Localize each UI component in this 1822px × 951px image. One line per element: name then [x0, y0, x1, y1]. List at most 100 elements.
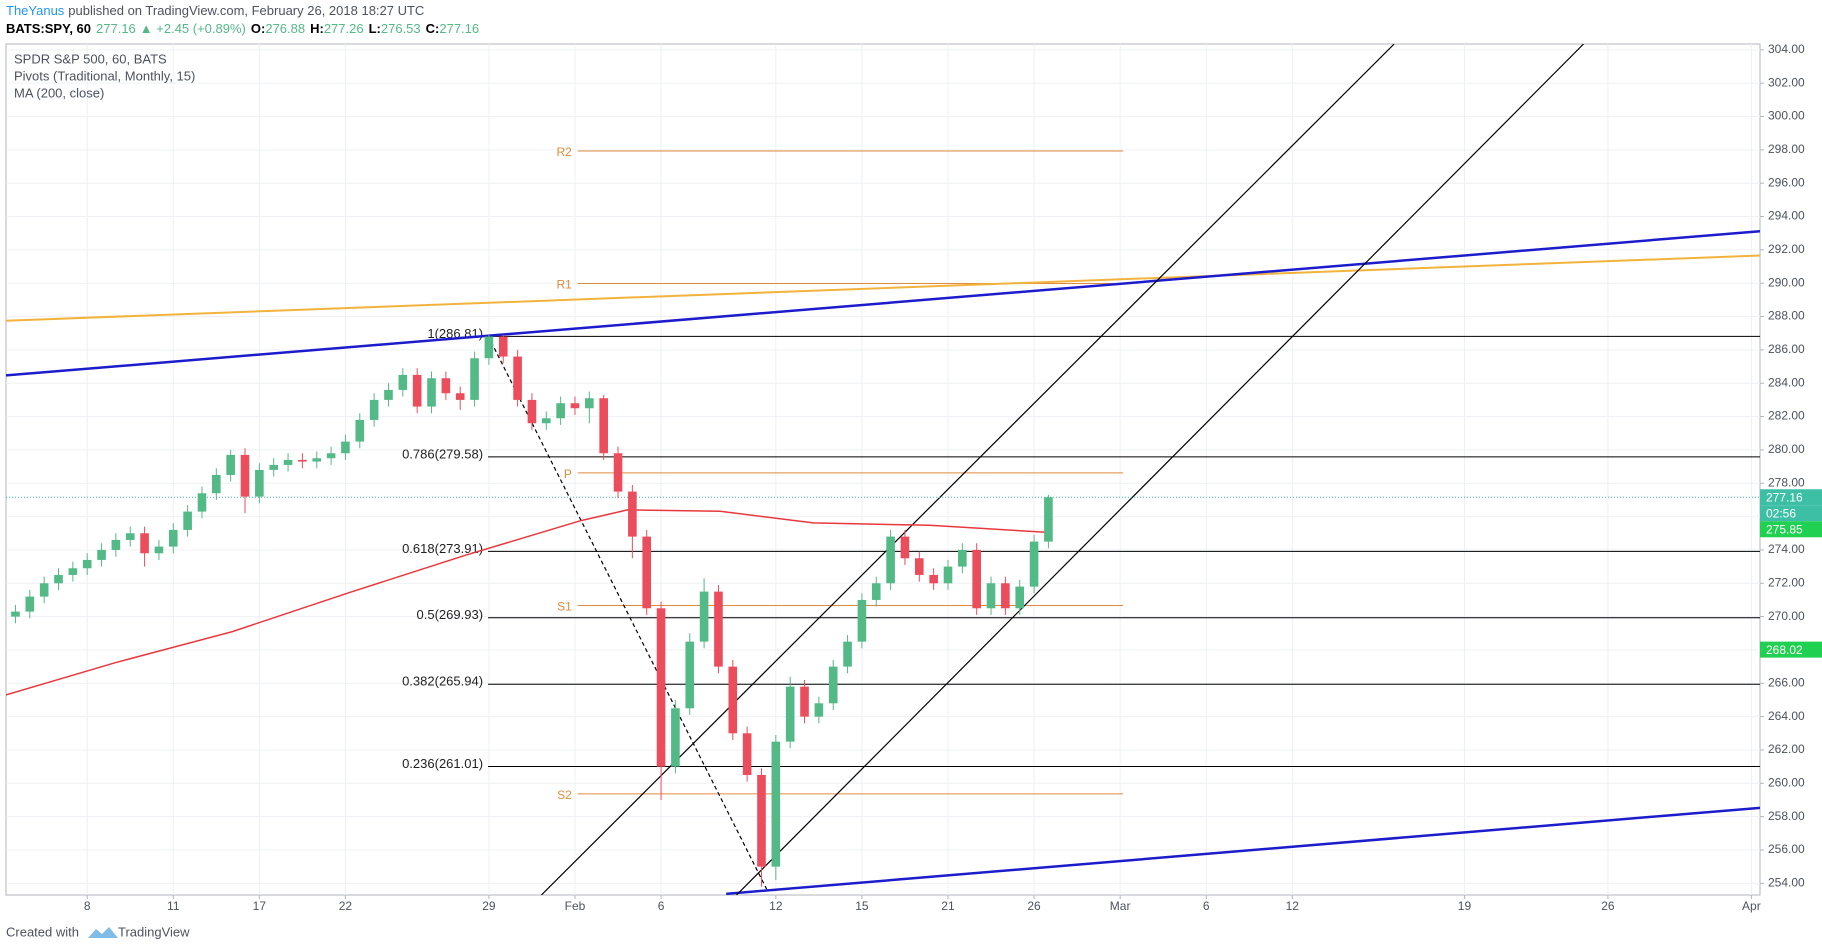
candle-body [671, 708, 680, 767]
pivot-label: P [564, 467, 572, 481]
y-tick-label: 264.00 [1768, 709, 1805, 723]
candle-body [986, 583, 996, 609]
candle-body [857, 599, 867, 642]
x-tick-label: 26 [1027, 899, 1041, 913]
candle-body [441, 378, 451, 394]
candle-body [312, 458, 322, 462]
candle-body [25, 596, 35, 612]
candle-body [828, 666, 838, 704]
candle-body [111, 539, 121, 550]
x-tick-label: 19 [1458, 899, 1472, 913]
x-tick-label: 26 [1601, 899, 1615, 913]
trend-line [6, 229, 1760, 377]
candle-body [585, 398, 594, 409]
y-tick-label: 262.00 [1768, 742, 1805, 756]
candle-body [972, 549, 981, 609]
publish-line: TheYanus published on TradingView.com, Fe… [6, 3, 424, 18]
price-text: 275.85 [1766, 522, 1803, 536]
pivot-label: S2 [557, 788, 572, 802]
y-tick-label: 266.00 [1768, 675, 1805, 689]
candle-body [656, 608, 666, 767]
fib-label: 0.5(269.93) [417, 607, 484, 622]
y-tick-label: 300.00 [1768, 109, 1805, 123]
price-badge [1760, 521, 1822, 538]
candle-body [642, 536, 652, 609]
price-text: 268.02 [1766, 643, 1803, 657]
y-tick-label: 294.00 [1768, 209, 1805, 223]
candle-body [168, 529, 178, 547]
candle-body [541, 418, 551, 424]
candle-body [599, 398, 608, 454]
candle-body [527, 399, 537, 424]
ohlc-key: O: [251, 21, 265, 36]
y-tick-label: 290.00 [1768, 275, 1805, 289]
fib-label: 0.236(261.01) [402, 756, 483, 771]
candle-body [154, 546, 164, 554]
x-tick-label: Apr [1742, 899, 1761, 913]
candle-body [728, 666, 738, 734]
x-tick-label: 15 [855, 899, 869, 913]
candle-body [326, 453, 336, 459]
candle-body [900, 536, 910, 559]
author[interactable]: TheYanus [6, 3, 65, 18]
candle-body [929, 574, 938, 584]
candle-body [556, 403, 565, 419]
y-tick-label: 288.00 [1768, 309, 1805, 323]
candle-body [1001, 583, 1010, 609]
fib-label: 0.618(273.91) [402, 541, 483, 556]
candle-body [699, 591, 709, 642]
candle-body [1015, 586, 1025, 609]
candle-body [427, 378, 436, 407]
candle-body [628, 491, 637, 537]
ohlc-value: 277.16 [439, 21, 479, 36]
candle-body [212, 474, 221, 494]
candle-body [226, 454, 235, 475]
candle-body [470, 358, 479, 400]
last-price-badge [1760, 489, 1822, 506]
candle-body [771, 741, 781, 867]
y-tick-label: 282.00 [1768, 409, 1805, 423]
candle-body [269, 464, 279, 470]
countdown-text: 02:56 [1766, 506, 1796, 520]
candle-body [140, 533, 149, 554]
candle-body [871, 583, 881, 600]
x-tick-label: 29 [482, 899, 496, 913]
pivot-label: S1 [557, 600, 572, 614]
candle-body [125, 533, 135, 540]
candle-body [498, 336, 508, 357]
candle-body [570, 403, 580, 409]
x-tick-label: 11 [167, 899, 180, 913]
candle-body [742, 733, 752, 775]
change: ▲ +2.45 (+0.89%) [140, 21, 246, 36]
candle-body [39, 583, 49, 597]
x-tick-label: Feb [565, 899, 586, 913]
y-tick-label: 284.00 [1768, 375, 1805, 389]
candle-body [1044, 497, 1053, 542]
ohlc-key: L: [369, 21, 381, 36]
candle-body [398, 374, 408, 390]
ohlc-value: 277.26 [324, 21, 364, 36]
candle-body [685, 641, 695, 709]
y-tick-label: 296.00 [1768, 175, 1805, 189]
last-price-text: 277.16 [1766, 490, 1803, 504]
tv-logo [88, 927, 118, 938]
candle-body [97, 549, 106, 560]
ohlc-key: C: [426, 21, 440, 36]
price-badge [1760, 641, 1822, 658]
candle-body [814, 703, 824, 717]
ohlc-value: 276.53 [381, 21, 421, 36]
candle-body [183, 511, 192, 530]
candle-body [1029, 541, 1039, 587]
plot: 1(286.81)0.786(279.58)0.618(273.91)0.5(2… [6, 44, 1760, 895]
candle-body [455, 393, 465, 400]
published: published on TradingView.com, February 2… [68, 3, 424, 18]
y-tick-label: 286.00 [1768, 342, 1805, 356]
legend-item: Pivots (Traditional, Monthly, 15) [14, 68, 195, 83]
trend-line [736, 44, 1584, 895]
footer-brand[interactable]: TradingView [118, 924, 190, 939]
x-tick-label: Mar [1110, 899, 1131, 913]
candle-body [412, 374, 422, 407]
candle-body [914, 558, 924, 575]
